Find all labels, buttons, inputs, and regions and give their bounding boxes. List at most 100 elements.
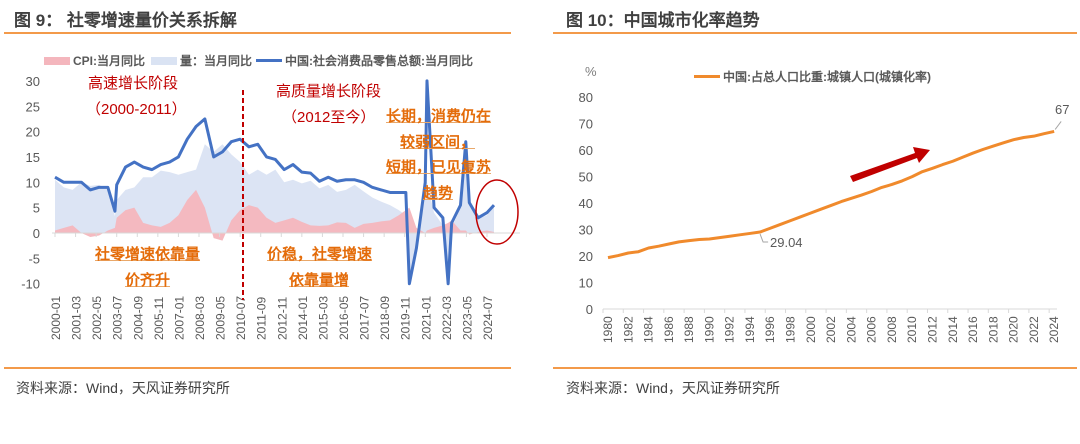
volume-area [55,144,494,284]
y-tick-label: 20 [579,249,593,264]
x-tick-label: 2018 [986,316,1000,343]
left-title-rule [4,32,511,34]
legend-swatch [256,59,282,62]
legend-label: 量：当月同比 [180,54,253,68]
annotation-early1: 社零增速依靠量 [95,246,201,263]
urbanization-line [607,129,1055,260]
x-tick-label: 2012-11 [275,297,289,340]
x-tick-label: 2021-01 [419,296,433,340]
right-chart-title: 图 10：中国城市化率趋势 [566,11,760,30]
annotation-early2: 价齐升 [125,272,171,289]
data-label-leader [1054,121,1062,130]
x-tick-label: 2001-03 [70,296,84,340]
y-tick-label: 25 [26,99,40,114]
x-tick-label: 1996 [763,316,777,343]
x-tick-label: 2024 [1047,316,1061,343]
y-tick-label: 60 [579,143,593,158]
y-tick-label: 15 [26,150,40,165]
annotation-long2: 较弱区间， [400,134,476,151]
annotation-short2: 趋势 [423,185,454,202]
x-tick-label: 2000-01 [49,296,63,340]
x-tick-label: 1980 [601,316,615,343]
left-source: 资料来源：Wind，天风证券研究所 [16,380,230,396]
y-tick-label: 40 [579,196,593,211]
x-tick-label: 1998 [784,316,798,343]
annotation-phase1: 高速增长阶段 [88,75,179,92]
data-label-leader [759,233,769,243]
y-tick-label: 70 [579,117,593,132]
x-tick-label: 2022-03 [440,296,454,340]
x-tick-label: 2016-05 [337,296,351,340]
trend-arrow-icon [850,147,930,182]
legend-cpi: CPI:当月同比 [44,52,145,69]
x-tick-label: 2022 [1027,316,1041,343]
x-tick-label: 2011-09 [255,297,269,340]
x-tick-label: 2007-01 [172,296,186,340]
x-tick-label: 2008-03 [193,296,207,340]
x-tick-label: 2024-07 [481,296,495,340]
x-tick-label: 2012 [925,316,939,343]
x-tick-label: 2005-11 [152,297,166,340]
legend-urbanization: 中国:占总人口比重:城镇人口(城镇化率) [694,68,931,85]
legend-retail: 中国:社会消费品零售总额:当月同比 [256,52,473,69]
left-chart-title: 图 9： 社零增速量价关系拆解 [14,11,237,30]
annotation-late2: 依靠量增 [289,272,350,289]
annotation-short1: 短期，已见复苏 [386,159,492,176]
y-tick-label: 10 [579,276,593,291]
x-tick-label: 2009-05 [214,296,228,340]
y-tick-label: 0 [33,226,40,241]
retail-sales-line [54,79,496,286]
x-tick-label: 2010 [905,316,919,343]
legend-label: CPI:当月同比 [73,54,146,68]
x-tick-label: 2002 [824,316,838,343]
y-tick-label: 20 [26,125,40,140]
y-tick-label: 10 [26,175,40,190]
x-tick-label: 2002-05 [90,296,104,340]
annotation-phase2-years: （2012至今） [282,109,376,126]
x-tick-label: 2008 [885,316,899,343]
data-label-2024: 67 [1055,102,1069,117]
x-tick-label: 2016 [966,316,980,343]
x-tick-label: 1988 [682,316,696,343]
x-tick-label: 2018-09 [378,296,392,340]
highlight-ellipse [475,179,519,245]
x-tick-label: 1982 [621,316,635,343]
x-tick-label: 1986 [662,316,676,343]
legend-swatch [44,56,70,65]
x-tick-label: 2006 [865,316,879,343]
x-tick-label: 1994 [743,316,757,343]
legend-label: 中国:社会消费品零售总额:当月同比 [285,54,473,68]
annotation-phase2: 高质量增长阶段 [276,83,382,100]
y-tick-label: -10 [21,277,40,292]
x-tick-label: 2004 [844,316,858,343]
y-tick-label: 0 [586,302,593,317]
x-tick-label: 2010-07 [234,296,248,340]
x-tick-label: 2015-03 [316,296,330,340]
y-tick-label: 50 [579,170,593,185]
x-tick-label: 2017-07 [358,296,372,340]
x-tick-label: 2020 [1007,316,1021,343]
left-source-rule [4,367,511,369]
data-label-1995: 29.04 [770,235,803,250]
cpi-area [55,189,494,241]
x-tick-label: 2019-11 [399,297,413,340]
legend-swatch [151,56,177,65]
x-tick-label: 2023-05 [460,296,474,340]
x-tick-label: 2004-09 [131,296,145,340]
x-tick-label: 1990 [702,316,716,343]
y-tick-label: 80 [579,90,593,105]
annotation-late1: 价稳，社零增速 [267,246,373,263]
x-tick-label: 2003-07 [111,296,125,340]
legend-volume: 量：当月同比 [151,52,252,69]
x-tick-label: 1984 [642,316,656,343]
right-source: 资料来源：Wind，天风证券研究所 [566,380,780,396]
x-tick-label: 2014-01 [296,296,310,340]
y-tick-label: 30 [26,74,40,89]
x-tick-label: 2014 [946,316,960,343]
right-title-rule [553,32,1077,34]
right-source-rule [553,367,1077,369]
legend-label: 中国:占总人口比重:城镇人口(城镇化率) [723,70,931,84]
legend-swatch [694,75,720,78]
y-tick-label: -5 [28,251,40,266]
